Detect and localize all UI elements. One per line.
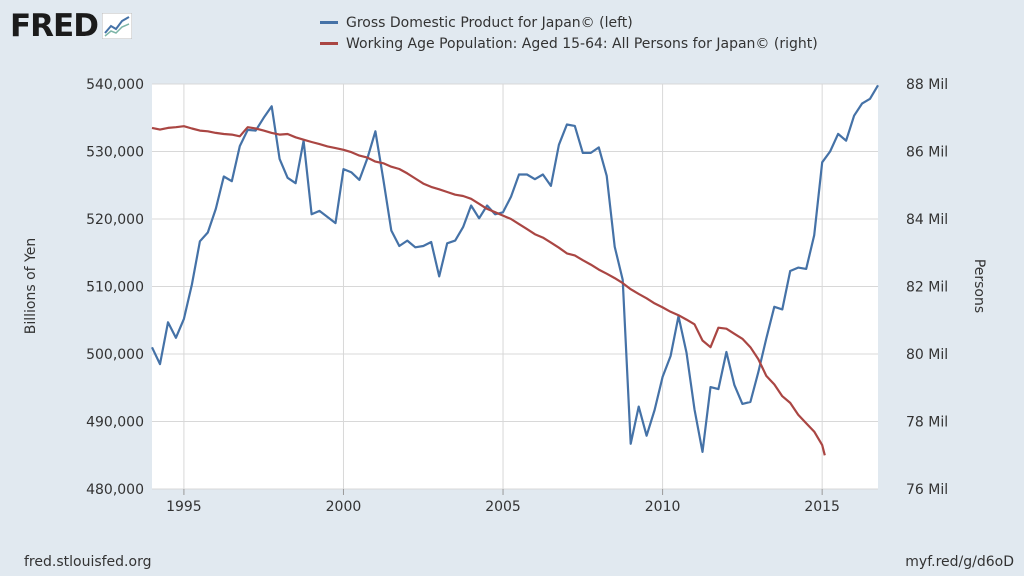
series-lines: [151, 84, 879, 456]
series-line-gdp[interactable]: [151, 84, 879, 453]
left-tick-label: 480,000: [86, 482, 144, 498]
right-tick-label: 76 Mil: [906, 482, 948, 498]
source-url[interactable]: fred.stlouisfed.org: [24, 554, 152, 570]
left-axis-title: Billions of Yen: [23, 238, 39, 334]
legend-swatch-gdp: [320, 21, 338, 24]
x-tick-label: 2010: [645, 499, 681, 515]
right-tick-label: 78 Mil: [906, 415, 948, 431]
legend-item-gdp[interactable]: Gross Domestic Product for Japan© (left): [320, 12, 818, 33]
left-tick-label: 500,000: [86, 347, 144, 363]
right-tick-label: 86 Mil: [906, 145, 948, 161]
left-tick-label: 510,000: [86, 280, 144, 296]
x-tick-label: 2005: [485, 499, 521, 515]
right-tick-label: 84 Mil: [906, 212, 948, 228]
legend-item-population[interactable]: Working Age Population: Aged 15-64: All …: [320, 33, 818, 54]
logo-graph-icon: [101, 13, 132, 39]
fred-logo[interactable]: FRED: [10, 8, 132, 44]
x-tick-label: 2000: [326, 499, 362, 515]
chart-legend: Gross Domestic Product for Japan© (left)…: [320, 12, 818, 54]
left-tick-label: 540,000: [86, 77, 144, 93]
left-tick-label: 520,000: [86, 212, 144, 228]
right-tick-label: 82 Mil: [906, 280, 948, 296]
x-tick-label: 1995: [166, 499, 202, 515]
fred-logo-text: FRED: [10, 8, 99, 44]
right-tick-label: 88 Mil: [906, 77, 948, 93]
left-tick-label: 530,000: [86, 145, 144, 161]
legend-swatch-population: [320, 42, 338, 45]
grid-lines: [152, 83, 878, 490]
right-axis-title: Persons: [971, 259, 987, 313]
legend-label-population: Working Age Population: Aged 15-64: All …: [346, 35, 818, 52]
right-axis-ticks: 76 Mil 78 Mil 80 Mil 82 Mil 84 Mil 86 Mil 88 M…: [906, 77, 948, 498]
left-axis-ticks: 480,000 490,000 500,000 510,000 520,000 530,0…: [86, 77, 144, 498]
x-tick-label: 2015: [804, 499, 840, 515]
series-line-population[interactable]: [151, 125, 826, 456]
short-url[interactable]: myf.red/g/d6oD: [905, 554, 1014, 570]
legend-label-gdp: Gross Domestic Product for Japan© (left): [346, 14, 633, 31]
x-axis-ticks: 1995 2000 2005 2010 2015: [166, 489, 840, 515]
right-tick-label: 80 Mil: [906, 347, 948, 363]
left-tick-label: 490,000: [86, 415, 144, 431]
